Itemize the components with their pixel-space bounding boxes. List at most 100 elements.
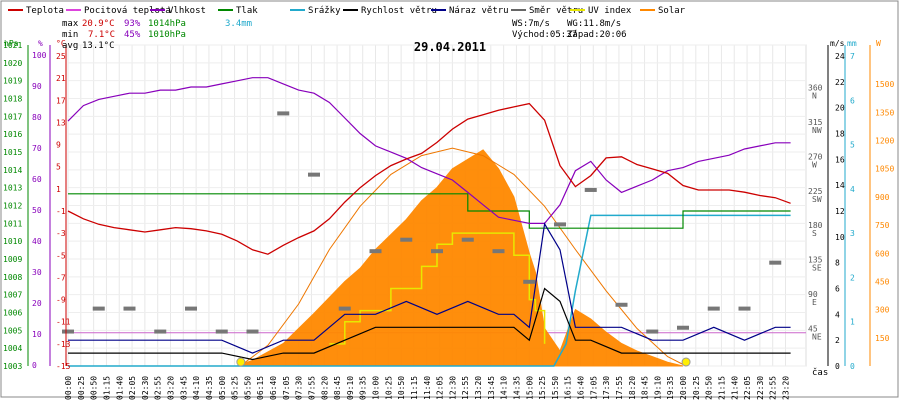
wind-dir-mark-21 — [707, 306, 720, 311]
x-tick-12: 05:00 — [218, 376, 227, 400]
x-tick-56: 23:20 — [782, 376, 791, 400]
percent-tick-2: 80 — [32, 113, 42, 122]
stat-sunset: Západ:20:06 — [567, 30, 627, 40]
direction-deg-7: 45 — [808, 325, 818, 334]
wind-dir-mark-18 — [615, 302, 628, 307]
ms-tick-1: 22 — [835, 78, 845, 87]
wind-dir-mark-4 — [185, 306, 197, 311]
legend-item-3: Tlak — [236, 6, 258, 16]
x-tick-51: 21:15 — [717, 376, 726, 400]
x-tick-5: 02:05 — [128, 376, 137, 400]
wind-dir-mark-15 — [523, 279, 536, 284]
celsius-tick-9: -5 — [56, 251, 66, 260]
x-tick-33: 13:45 — [487, 376, 496, 400]
stat-ws: WS:7m/s — [512, 19, 550, 29]
x-tick-22: 09:10 — [346, 376, 355, 400]
direction-dir-4: S — [812, 229, 817, 238]
direction-deg-5: 135 — [808, 256, 823, 265]
series-rychlost-v-tru — [68, 287, 791, 361]
series-solar — [236, 149, 684, 367]
percent-tick-4: 60 — [32, 175, 42, 184]
x-tick-14: 05:50 — [243, 376, 252, 400]
x-tick-52: 21:40 — [730, 376, 739, 400]
stat-min-hum: 45% — [124, 30, 141, 40]
wind-dir-mark-12 — [431, 249, 443, 254]
stat-max-label: max — [62, 19, 79, 29]
celsius-tick-5: 5 — [56, 163, 61, 172]
series-vlhkost — [67, 77, 791, 224]
celsius-tick-1: 21 — [56, 74, 66, 83]
hpa-tick-11: 1010 — [3, 237, 22, 246]
hpa-tick-7: 1014 — [3, 166, 22, 175]
percent-tick-10: 0 — [32, 361, 37, 370]
x-tick-20: 08:20 — [320, 376, 329, 400]
x-tick-9: 03:45 — [179, 376, 188, 400]
x-tick-41: 17:05 — [589, 376, 598, 400]
celsius-tick-10: -7 — [56, 273, 66, 282]
w-tick-2: 1200 — [875, 137, 894, 146]
x-tick-55: 22:55 — [769, 376, 778, 400]
direction-dir-0: N — [812, 91, 817, 100]
w-tick-6: 600 — [875, 249, 890, 258]
wind-dir-mark-1 — [92, 306, 105, 311]
sunrise-marker — [236, 357, 246, 367]
wind-dir-mark-13 — [461, 237, 474, 242]
legend-item-4: Srážky — [308, 6, 341, 16]
hpa-tick-15: 1006 — [3, 309, 22, 318]
grid — [67, 44, 806, 367]
ms-tick-11: 2 — [835, 336, 840, 345]
x-tick-48: 20:00 — [679, 376, 688, 400]
x-tick-49: 20:25 — [692, 376, 701, 400]
x-tick-42: 17:30 — [602, 376, 611, 400]
wind-dir-mark-14 — [492, 249, 505, 254]
direction-deg-4: 180 — [808, 221, 823, 230]
series-solar-theoretical — [239, 147, 687, 367]
wind-dir-mark-9 — [338, 306, 351, 311]
wind-dir-mark-3 — [154, 329, 167, 334]
ms-tick-8: 8 — [835, 259, 840, 268]
celsius-tick-0: 25 — [56, 52, 66, 61]
celsius-tick-13: -13 — [56, 340, 71, 349]
ms-tick-5: 14 — [835, 181, 845, 190]
series-layer — [62, 77, 791, 367]
wind-dir-mark-10 — [369, 249, 382, 254]
w-axis-label: W — [876, 39, 881, 48]
celsius-tick-14: -15 — [56, 362, 71, 371]
legend-item-0: Teplota — [26, 6, 64, 16]
x-tick-16: 06:40 — [269, 376, 278, 400]
wind-dir-mark-16 — [554, 222, 566, 227]
x-tick-43: 17:55 — [615, 376, 624, 400]
x-tick-47: 19:35 — [666, 376, 675, 400]
x-tick-50: 20:50 — [705, 376, 714, 400]
ms-tick-3: 18 — [835, 130, 845, 139]
hpa-tick-3: 1018 — [3, 95, 22, 104]
legend-item-1: Pocitová teplota — [84, 6, 171, 16]
celsius-tick-11: -9 — [56, 296, 66, 305]
x-tick-35: 14:35 — [512, 376, 521, 400]
ms-axis-label: m/s — [830, 39, 845, 48]
x-tick-46: 19:10 — [653, 376, 662, 400]
hpa-tick-5: 1016 — [3, 130, 22, 139]
celsius-tick-6: 1 — [56, 185, 61, 194]
w-tick-3: 1050 — [875, 165, 894, 174]
celsius-tick-4: 9 — [56, 141, 61, 150]
wind-dir-mark-5 — [215, 329, 228, 334]
x-tick-26: 10:50 — [397, 376, 406, 400]
series-n-raz-v-tru — [68, 222, 791, 354]
x-tick-28: 11:40 — [423, 376, 432, 400]
x-tick-32: 13:20 — [474, 376, 483, 400]
hpa-tick-0: 1021 — [3, 41, 22, 50]
x-tick-39: 16:15 — [564, 376, 573, 400]
wind-dir-mark-22 — [738, 306, 751, 311]
wind-dir-mark-8 — [308, 172, 320, 177]
x-tick-54: 22:30 — [756, 376, 765, 400]
ms-tick-2: 20 — [835, 104, 845, 113]
direction-deg-0: 360 — [808, 83, 823, 92]
celsius-axis-label: °C — [56, 39, 66, 48]
direction-deg-1: 315 — [808, 118, 823, 127]
stat-wg: WG:11.8m/s — [567, 19, 621, 29]
mm-tick-4: 3 — [850, 229, 855, 238]
x-tick-27: 11:15 — [410, 376, 419, 400]
celsius-tick-3: 13 — [56, 118, 66, 127]
